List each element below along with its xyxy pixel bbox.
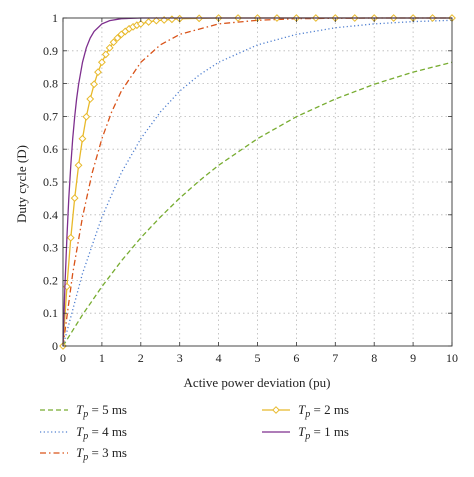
y-tick-label: 0.5 [43,175,58,189]
y-tick-label: 0.3 [43,241,58,255]
x-tick-label: 6 [293,351,299,365]
x-tick-label: 5 [255,351,261,365]
plot-frame [62,17,453,347]
x-tick-label: 1 [99,351,105,365]
y-tick-label: 0.8 [43,77,58,91]
series-point [82,112,91,121]
legend-label: Tp = 2 ms [298,402,349,420]
series-point [101,50,110,59]
series-point [94,68,102,77]
series-point [66,233,75,242]
y-tick-label: 0.6 [43,142,58,156]
y-tick-label: 0.1 [43,306,58,320]
x-tick-label: 3 [177,351,183,365]
x-tick-label: 9 [410,351,416,365]
legend-item-0: Tp = 5 ms [40,402,127,420]
series-point [152,16,161,25]
series-point [78,134,87,143]
axes: 0 1 2 3 4 5 6 7 8 9 10 0 0.1 0.2 0.3 0.4 0.5 0.6 0.7 0.8 0.9… [43,11,458,365]
legend-item-4: Tp = 1 ms [262,424,349,442]
x-tick-label: 8 [371,351,377,365]
y-tick-label: 0 [52,339,58,353]
y-tick-label: 1 [52,11,58,25]
y-tick-label: 0.4 [43,208,58,222]
x-axis-title: Active power deviation (pu) [184,375,331,390]
legend-label: Tp = 3 ms [76,445,127,463]
series-point [168,15,176,24]
legend-label: Tp = 4 ms [76,424,127,442]
y-tick-label: 0.9 [43,44,58,58]
x-tick-label: 2 [138,351,144,365]
x-tick-label: 10 [446,351,458,365]
x-tick-label: 7 [332,351,338,365]
series-point [136,19,145,28]
x-tick-label: 0 [60,351,66,365]
series-point [113,34,122,42]
legend-marker [272,406,280,414]
legend-item-1: Tp = 4 ms [40,424,127,442]
series-line-0 [62,61,453,347]
legend-label: Tp = 1 ms [298,424,349,442]
series-point [74,161,83,170]
series-point [105,43,114,52]
legend-label: Tp = 5 ms [76,402,127,420]
series-point [90,80,99,89]
legend-item-3: Tp = 2 ms [262,402,349,420]
y-axis-title: Duty cycle (D) [14,145,29,223]
grid [63,18,452,346]
legend: Tp = 5 ms Tp = 4 ms Tp = 3 ms Tp = 2 ms Tp =… [40,402,349,463]
series-point [97,58,106,67]
series-point [144,18,153,26]
y-tick-label: 0.2 [43,273,58,287]
legend-item-2: Tp = 3 ms [40,445,127,463]
series-line-4 [62,17,452,347]
series-point [86,95,95,103]
y-tick-label: 0.7 [43,109,58,123]
series-point [109,38,118,47]
series-point [70,194,79,202]
x-tick-label: 4 [216,351,222,365]
